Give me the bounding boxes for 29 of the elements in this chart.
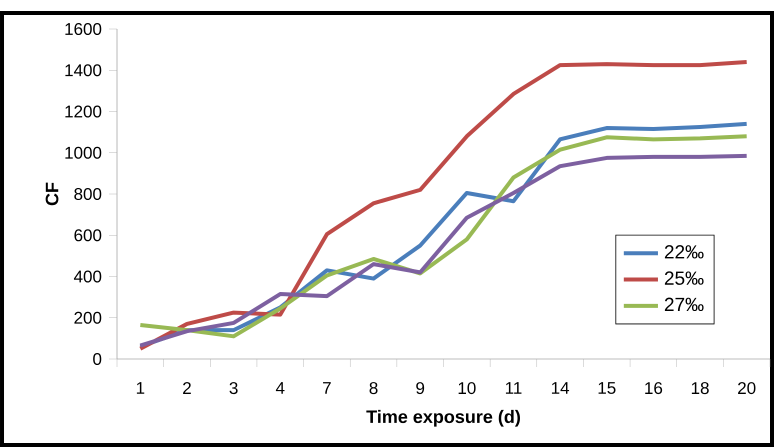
x-tick-label: 16 xyxy=(645,382,662,394)
x-tick-label: 15 xyxy=(598,382,616,394)
legend-label: 25‰ xyxy=(664,271,704,285)
x-tick-label: 14 xyxy=(552,382,570,394)
y-tick-label: 600 xyxy=(74,229,102,242)
y-tick-label: 400 xyxy=(74,270,102,283)
x-tick-label: 20 xyxy=(738,382,756,394)
legend-label: 22‰ xyxy=(664,245,704,259)
x-tick-label: 18 xyxy=(692,382,709,394)
y-tick-label: 200 xyxy=(74,312,102,324)
x-tick-label: 9 xyxy=(416,382,424,394)
line-series xyxy=(138,60,749,351)
x-tick-label: 2 xyxy=(183,382,191,394)
x-tick-label: 10 xyxy=(458,382,476,394)
y-tick-label: 0 xyxy=(93,353,102,366)
x-tick-label: 7 xyxy=(323,382,331,394)
x-tick-label: 1 xyxy=(136,382,144,394)
y-tick-label: 1400 xyxy=(65,64,102,76)
y-tick-label: 1200 xyxy=(65,106,102,118)
y-tick-label: 1600 xyxy=(65,23,102,36)
x-tick-label: 4 xyxy=(276,382,284,394)
y-tick-label: 800 xyxy=(74,188,102,200)
x-tick-label: 8 xyxy=(370,382,378,394)
y-axis-title: CF xyxy=(46,182,58,206)
x-tick-label: 3 xyxy=(230,382,238,394)
x-tick-label: 11 xyxy=(506,382,522,394)
x-axis-title: Time exposure (d) xyxy=(366,410,520,427)
legend-label: 27‰ xyxy=(664,298,704,312)
y-tick-label: 1000 xyxy=(65,146,102,159)
